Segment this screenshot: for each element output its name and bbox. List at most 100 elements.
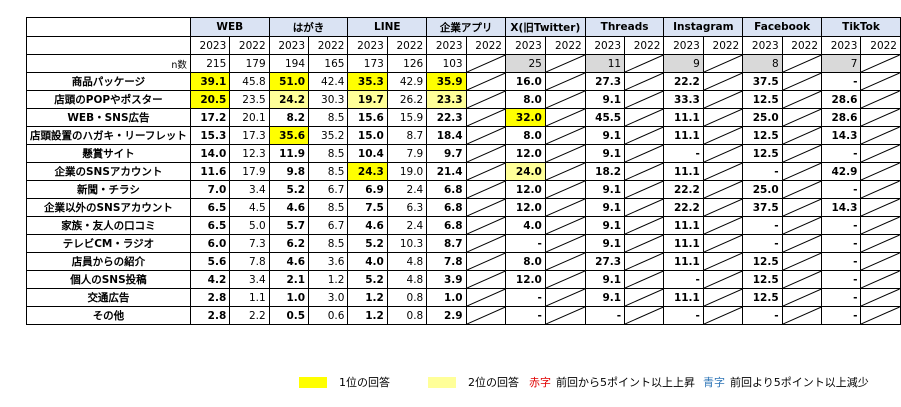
empty-cell (781, 72, 823, 91)
diagonal-slash (704, 181, 742, 198)
empty-cell (465, 216, 507, 235)
year-cell: 2022 (624, 36, 665, 55)
value-cell: 22.2 (663, 180, 704, 199)
year-cell: 2022 (544, 36, 586, 55)
value-cell: 14.3 (821, 198, 862, 217)
empty-cell (702, 252, 744, 271)
empty-cell (544, 234, 586, 253)
value-cell: 16.0 (505, 72, 546, 91)
value-cell: 9.1 (584, 234, 626, 253)
channel-header: Instagram (663, 17, 744, 37)
sample-size-cell: 215 (189, 54, 231, 73)
value-cell: 12.5 (742, 144, 783, 163)
diagonal-slash (783, 181, 821, 198)
diagonal-slash (625, 181, 663, 198)
empty-cell (860, 270, 901, 289)
empty-cell (781, 288, 823, 307)
empty-cell (860, 288, 901, 307)
diagonal-slash (783, 235, 821, 252)
diagonal-slash (783, 199, 821, 216)
channel-header: Threads (584, 17, 665, 37)
empty-cell (860, 252, 901, 271)
empty-cell (860, 108, 901, 127)
empty-cell (702, 126, 744, 145)
row-label: 店頭のPOPやポスター (26, 90, 191, 109)
value-cell: 4.6 (347, 216, 388, 235)
diagonal-slash (625, 109, 663, 126)
diagonal-slash (546, 163, 585, 180)
first-place-swatch (299, 376, 327, 388)
empty-cell (465, 234, 507, 253)
table-row: 交通広告 2.8 1.1 1.0 3.0 1.2 0.8 1.0-9.1 11.1 12.5- (26, 288, 901, 307)
legend: 1位の回答 2位の回答 赤字 前回から5ポイント以上上昇 青字 前回より5ポイン… (299, 374, 869, 390)
value-cell: - (584, 306, 626, 325)
value-cell: 6.8 (426, 216, 467, 235)
ranking-table: WEB はがき LINE 企業アプリ X(旧Twitter) Threads Instagr… (26, 17, 901, 325)
value-cell: 12.5 (742, 126, 783, 145)
second-place-label: 2位の回答 (468, 376, 519, 389)
value-cell: 51.0 (268, 72, 310, 91)
value-cell: 10.3 (386, 234, 428, 253)
empty-cell (860, 180, 901, 199)
value-cell: 7.8 (229, 252, 270, 271)
value-cell: 11.1 (663, 288, 704, 307)
channel-header: WEB (189, 17, 270, 37)
value-cell: 9.1 (584, 126, 626, 145)
value-cell: 24.0 (505, 162, 546, 181)
value-cell: 8.0 (505, 252, 546, 271)
value-cell: 2.8 (189, 306, 231, 325)
diagonal-slash (467, 235, 505, 252)
empty-cell (544, 270, 586, 289)
first-place-label: 1位の回答 (339, 376, 390, 389)
year-cell: 2023 (426, 36, 467, 55)
value-cell: 1.2 (347, 288, 388, 307)
value-cell: 20.5 (189, 90, 231, 109)
table-row: 家族・友人の口コミ 6.5 5.0 5.7 6.7 4.6 2.4 6.8 4.0 9.1 11.1… (26, 216, 901, 235)
value-cell: - (821, 306, 862, 325)
sample-size-cell: 194 (268, 54, 310, 73)
value-cell: - (505, 234, 546, 253)
value-cell: 4.8 (386, 270, 428, 289)
value-cell: 8.5 (308, 198, 349, 217)
value-cell: 5.7 (268, 216, 310, 235)
row-label: 新聞・チラシ (26, 180, 191, 199)
diagonal-slash (861, 127, 900, 144)
value-cell: 8.7 (386, 126, 428, 145)
sample-size-label: n数 (26, 54, 191, 73)
value-cell: 0.8 (386, 306, 428, 325)
diagonal-slash (783, 289, 821, 306)
value-cell: 7.0 (189, 180, 231, 199)
row-label: テレビCM・ラジオ (26, 234, 191, 253)
value-cell: 17.3 (229, 126, 270, 145)
value-cell: 15.6 (347, 108, 388, 127)
empty-cell (781, 180, 823, 199)
table-row: 店頭設置のハガキ・リーフレット 15.3 17.3 35.6 35.2 15.0 8.7 18… (26, 126, 901, 145)
diagonal-slash (704, 235, 742, 252)
empty-cell (702, 288, 744, 307)
diagonal-slash (467, 217, 505, 234)
value-cell: 9.7 (426, 144, 467, 163)
empty-cell (624, 306, 665, 325)
value-cell: 33.3 (663, 90, 704, 109)
row-label: 個人のSNS投稿 (26, 270, 191, 289)
empty-cell (465, 90, 507, 109)
diagonal-slash (704, 127, 742, 144)
year-cell: 2022 (781, 36, 823, 55)
empty-cell (860, 144, 901, 163)
empty-cell (544, 252, 586, 271)
value-cell: - (821, 180, 862, 199)
value-cell: 7.3 (229, 234, 270, 253)
sample-size-cell: 25 (505, 54, 546, 73)
value-cell: 4.2 (189, 270, 231, 289)
row-label: WEB・SNS広告 (26, 108, 191, 127)
value-cell: 6.2 (268, 234, 310, 253)
value-cell: - (663, 306, 704, 325)
value-cell: 30.3 (308, 90, 349, 109)
diagonal-slash (783, 55, 821, 72)
value-cell: 1.0 (268, 288, 310, 307)
corner-cell (26, 17, 191, 37)
value-cell: 26.2 (386, 90, 428, 109)
row-label: 企業のSNSアカウント (26, 162, 191, 181)
diagonal-slash (467, 163, 505, 180)
diagonal-slash (467, 253, 505, 270)
